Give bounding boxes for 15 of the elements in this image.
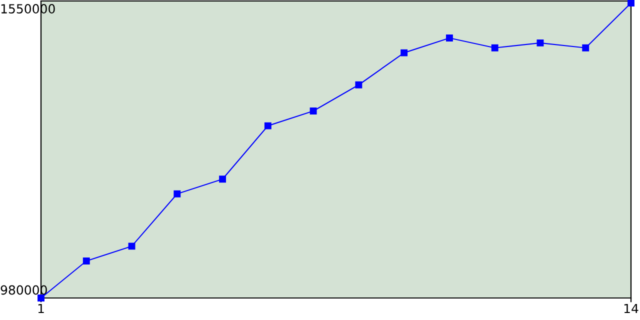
point (536, 39, 544, 46)
point (264, 122, 272, 130)
point (446, 34, 453, 42)
point (491, 44, 498, 52)
point (128, 242, 136, 250)
point (82, 258, 90, 264)
point (628, 0, 634, 6)
point (310, 108, 317, 114)
point (174, 190, 181, 198)
x-tick-label: 14 (624, 304, 638, 314)
x-tick-label: 1 (38, 304, 44, 314)
point (355, 81, 362, 88)
point (400, 49, 408, 56)
point (582, 44, 590, 52)
point (219, 176, 226, 183)
